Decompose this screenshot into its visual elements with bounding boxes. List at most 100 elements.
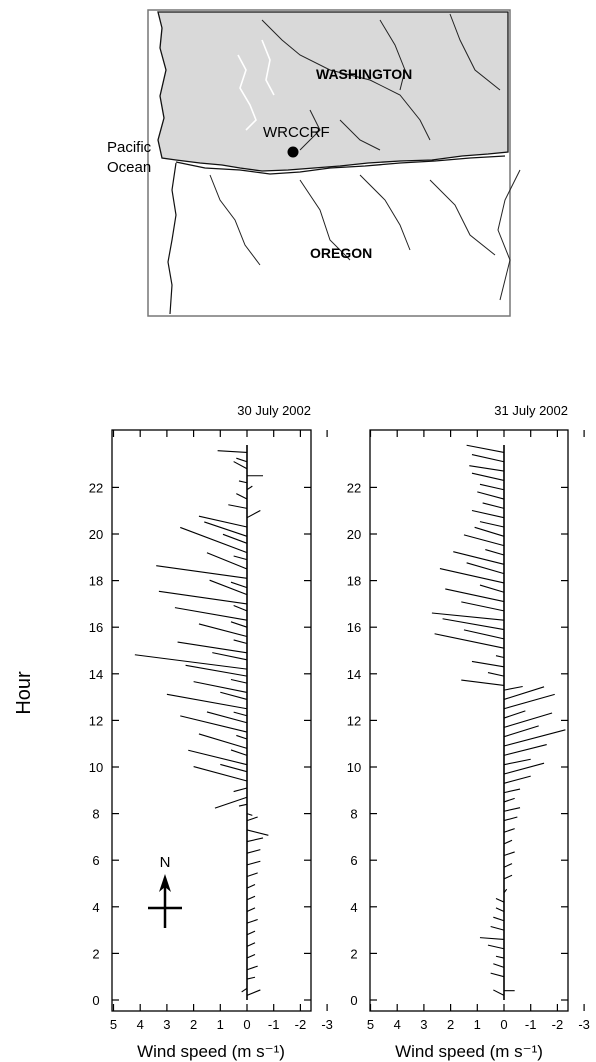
- y-tick-label: 22: [89, 480, 103, 495]
- wind-vector: [503, 758, 531, 766]
- y-tick-label: 6: [350, 853, 357, 868]
- wind-vector: [233, 787, 248, 793]
- north-label: N: [160, 854, 171, 871]
- wind-vector: [479, 937, 505, 940]
- y-tick-label: 18: [347, 574, 361, 589]
- washington-region: [157, 11, 509, 172]
- x-tick-label: 5: [110, 1017, 117, 1032]
- wind-vector: [503, 725, 539, 738]
- wind-vector: [495, 655, 505, 659]
- wind-vector: [233, 461, 248, 470]
- columbia-river: [175, 155, 506, 175]
- y-tick-label: 14: [89, 667, 103, 682]
- wind-vector: [212, 652, 248, 661]
- wind-vector: [220, 691, 248, 700]
- wind-vector: [474, 526, 505, 537]
- wind-vector: [185, 664, 248, 677]
- rivers-oregon: [209, 169, 521, 301]
- wind-vector: [503, 788, 521, 794]
- y-tick-label: 2: [92, 946, 99, 961]
- wind-vector: [198, 515, 248, 528]
- wind-vector: [495, 955, 505, 959]
- wind-vector: [503, 851, 515, 857]
- north-arrow: N: [148, 854, 182, 928]
- x-tick-label: 3: [420, 1017, 427, 1032]
- wind-vector: [246, 942, 256, 947]
- y-tick-label: 12: [347, 713, 361, 728]
- y-tick-label: 4: [92, 900, 99, 915]
- wind-vector: [503, 693, 555, 710]
- y-tick-label: 20: [89, 527, 103, 542]
- y-tick-label: 16: [347, 620, 361, 635]
- wind-vector: [439, 567, 505, 584]
- x-tick-label: -2: [295, 1017, 307, 1032]
- wind-vector: [193, 766, 248, 782]
- wind-vector: [479, 584, 505, 593]
- x-tick-label: 4: [394, 1017, 401, 1032]
- panel-title: 31 July 2002: [494, 403, 568, 418]
- x-axis-title: Wind speed (m s⁻¹): [137, 1042, 285, 1061]
- wind-vector: [495, 907, 505, 912]
- y-tick-label: 12: [89, 713, 103, 728]
- wind-vector: [238, 803, 248, 807]
- wind-vector: [188, 749, 248, 766]
- wind-vector: [214, 796, 248, 809]
- wind-vector: [493, 916, 505, 922]
- wind-vector: [246, 816, 258, 822]
- x-tick-label: -1: [268, 1017, 280, 1032]
- x-tick-label: 1: [474, 1017, 481, 1032]
- x-tick-label: 2: [447, 1017, 454, 1032]
- wind-vector: [463, 534, 505, 547]
- wind-vector: [233, 604, 248, 612]
- x-tick-label: 0: [500, 1017, 507, 1032]
- wind-vector: [487, 944, 505, 950]
- wind-vector: [206, 552, 248, 570]
- wind-vector: [490, 972, 505, 978]
- wind-vector: [503, 797, 515, 803]
- wind-vector: [463, 629, 505, 640]
- wind-vector: [238, 480, 248, 484]
- wind-vector: [241, 987, 248, 993]
- wind-vector: [471, 660, 505, 668]
- wind-vector: [230, 581, 248, 589]
- wind-vector: [233, 711, 248, 717]
- x-tick-label: -3: [321, 1017, 333, 1032]
- wind-vectors: [134, 450, 269, 996]
- y-tick-label: 4: [350, 900, 357, 915]
- wind-vector: [246, 813, 253, 816]
- wind-vector: [471, 472, 505, 481]
- y-tick-label: 10: [347, 760, 361, 775]
- wind-vector: [482, 502, 505, 509]
- wind-vector: [477, 491, 505, 500]
- wind-vector: [431, 612, 505, 621]
- wind-vector: [246, 918, 258, 924]
- wind-vector: [503, 729, 566, 747]
- y-axis-title: Hour: [13, 671, 35, 715]
- y-tick-label: 6: [92, 853, 99, 868]
- wind-vector: [246, 837, 264, 843]
- wind-vector: [461, 601, 505, 612]
- wind-vector: [236, 493, 248, 500]
- wind-vector: [434, 633, 505, 649]
- wind-vector: [193, 681, 248, 693]
- wind-vectors: [431, 444, 566, 996]
- site-label: WRCCRF: [263, 124, 330, 141]
- y-tick-label: 20: [347, 527, 361, 542]
- wind-vector: [198, 623, 248, 638]
- puget-sound: [237, 39, 275, 131]
- oregon-coast: [167, 162, 177, 315]
- x-tick-label: -2: [552, 1017, 564, 1032]
- y-tick-label: 22: [347, 480, 361, 495]
- wind-vector: [503, 685, 523, 691]
- wind-vector: [166, 693, 248, 710]
- wind-vector: [495, 898, 505, 903]
- wind-vector: [453, 551, 505, 565]
- wind-vector: [445, 588, 505, 603]
- y-tick-label: 10: [89, 760, 103, 775]
- wind-vector: [246, 884, 256, 889]
- wind-vector: [487, 671, 505, 677]
- wind-vector: [246, 485, 253, 491]
